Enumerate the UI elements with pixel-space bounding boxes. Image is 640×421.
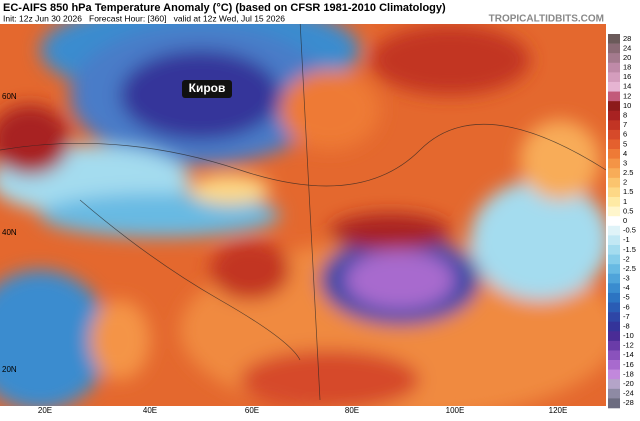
colorbar-label: 10 <box>623 101 631 110</box>
colorbar-label: -16 <box>623 360 634 369</box>
colorbar-label: -28 <box>623 398 634 407</box>
colorbar-label: -7 <box>623 312 630 321</box>
lon-label: 60E <box>245 406 259 415</box>
colorbar-swatch <box>608 244 620 255</box>
colorbar-label: 16 <box>623 72 631 81</box>
colorbar-swatch <box>608 187 620 198</box>
colorbar-swatch <box>608 110 620 121</box>
lon-label: 80E <box>345 406 359 415</box>
brand: TROPICALTIDBITS.COM <box>489 14 604 25</box>
colorbar-swatch <box>608 101 620 112</box>
colorbar-label: 24 <box>623 43 631 52</box>
colorbar-swatch <box>608 235 620 246</box>
colorbar-label: -1.5 <box>623 245 636 254</box>
lat-label: 20N <box>2 365 17 374</box>
colorbar-label: -6 <box>623 302 630 311</box>
colorbar-swatch <box>608 264 620 275</box>
colorbar-label: -12 <box>623 341 634 350</box>
colorbar-swatch <box>608 120 620 131</box>
graticule-labels: 60N 40N 20N 20E 40E 60E 80E 100E 120E <box>2 92 567 415</box>
colorbar-swatch <box>608 129 620 140</box>
colorbar-label: -18 <box>623 369 634 378</box>
colorbar-swatch <box>608 360 620 370</box>
colorbar-label: 20 <box>623 53 631 62</box>
colorbar-swatch <box>608 53 620 64</box>
lon-label: 100E <box>446 406 465 415</box>
lon-label: 40E <box>143 406 157 415</box>
colorbar-swatch <box>608 81 620 92</box>
colorbar-label: -20 <box>623 379 634 388</box>
colorbar-label: 1 <box>623 197 627 206</box>
colorbar-swatch <box>608 321 620 332</box>
colorbar-label: -0.5 <box>623 226 636 235</box>
colorbar-swatch <box>608 369 620 380</box>
colorbar: 28242018161412108765432.521.510.50-0.5-1… <box>608 34 636 409</box>
colorbar-label: 2 <box>623 178 627 187</box>
colorbar-swatch <box>608 216 620 227</box>
lon-label: 20E <box>38 406 52 415</box>
colorbar-swatch <box>608 225 620 236</box>
colorbar-swatch <box>608 312 620 322</box>
colorbar-swatch <box>608 62 620 73</box>
colorbar-swatch <box>608 149 620 159</box>
colorbar-label: 0 <box>623 216 627 225</box>
colorbar-swatch <box>608 43 620 54</box>
colorbar-label: 7 <box>623 120 627 129</box>
colorbar-label: -5 <box>623 293 630 302</box>
lon-label: 120E <box>549 406 568 415</box>
colorbar-label: 8 <box>623 110 627 119</box>
subtitle: Init: 12z Jun 30 2026 Forecast Hour: [36… <box>3 13 285 23</box>
colorbar-label: 3 <box>623 158 627 167</box>
colorbar-swatch <box>608 331 620 342</box>
colorbar-swatch <box>608 158 620 169</box>
colorbar-swatch <box>608 283 620 294</box>
lat-label: 40N <box>2 228 17 237</box>
colorbar-label: 6 <box>623 130 627 139</box>
colorbar-label: -1 <box>623 235 630 244</box>
colorbar-swatch <box>608 139 620 150</box>
anomaly-map: Киров <box>0 24 606 406</box>
colorbar-label: -8 <box>623 321 630 330</box>
colorbar-swatch <box>608 273 620 284</box>
colorbar-label: 12 <box>623 91 631 100</box>
colorbar-label: 5 <box>623 139 627 148</box>
city-label: Киров <box>189 81 226 95</box>
colorbar-swatch <box>608 302 620 313</box>
colorbar-swatch <box>608 72 620 83</box>
colorbar-label: -3 <box>623 274 630 283</box>
colorbar-label: 4 <box>623 149 627 158</box>
colorbar-swatch <box>608 197 620 207</box>
colorbar-swatch <box>608 388 620 399</box>
colorbar-label: -14 <box>623 350 634 359</box>
colorbar-swatch <box>608 340 620 351</box>
colorbar-label: 18 <box>623 63 631 72</box>
colorbar-swatch <box>608 34 620 44</box>
colorbar-swatch <box>608 379 620 390</box>
colorbar-label: -24 <box>623 389 634 398</box>
lat-label: 60N <box>2 92 17 101</box>
colorbar-swatch <box>608 292 620 303</box>
colorbar-label: -2.5 <box>623 264 636 273</box>
colorbar-swatch <box>608 91 620 102</box>
colorbar-label: 2.5 <box>623 168 633 177</box>
colorbar-swatch <box>608 206 620 217</box>
colorbar-swatch <box>608 350 620 361</box>
title: EC-AIFS 850 hPa Temperature Anomaly (°C)… <box>3 2 446 14</box>
colorbar-label: 28 <box>623 34 631 43</box>
colorbar-label: 0.5 <box>623 206 633 215</box>
colorbar-swatch <box>608 168 620 179</box>
colorbar-label: 14 <box>623 82 631 91</box>
city-label-box <box>182 80 232 98</box>
colorbar-label: -10 <box>623 331 634 340</box>
colorbar-label: -2 <box>623 254 630 263</box>
colorbar-label: 1.5 <box>623 187 633 196</box>
colorbar-swatch <box>608 398 620 409</box>
colorbar-label: -4 <box>623 283 630 292</box>
colorbar-swatch <box>608 177 620 188</box>
colorbar-swatch <box>608 254 620 265</box>
